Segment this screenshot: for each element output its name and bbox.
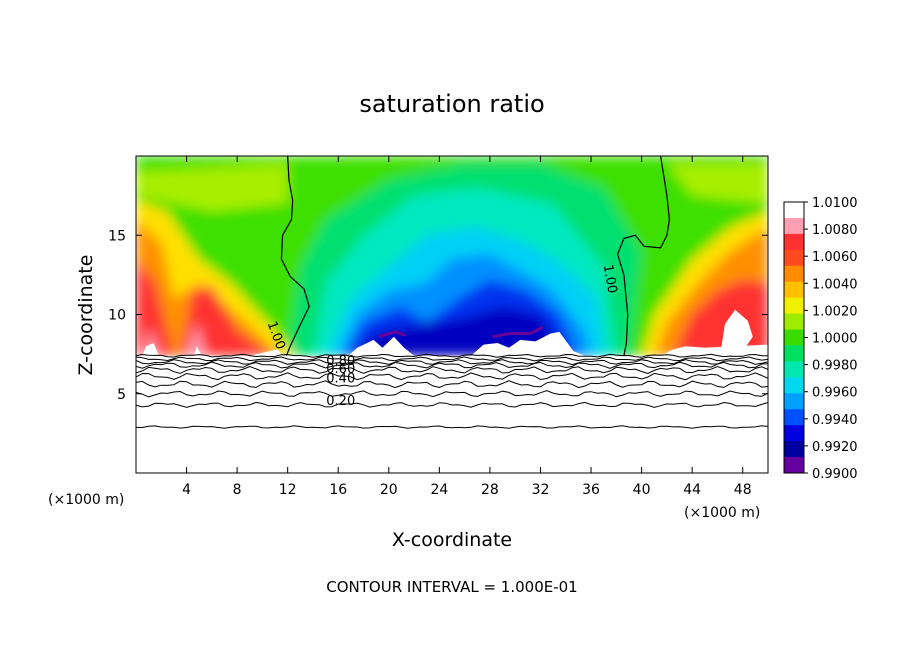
saturated-patch	[142, 343, 159, 356]
subsaturated-region	[136, 355, 768, 473]
x-tick-label: 20	[380, 482, 398, 498]
contour-line	[136, 359, 768, 366]
x-tick-label: 40	[633, 482, 651, 498]
x-tick-label: 4	[182, 482, 191, 498]
x-tick-label: 8	[233, 482, 242, 498]
contour-line	[136, 356, 768, 362]
contour-label: 0.80	[326, 354, 355, 369]
field-region	[666, 163, 768, 204]
colorbar-labels: 1.0100 1.0080 1.0060 1.0040 1.0020 1.0000 0.99…	[804, 196, 858, 482]
colorbar-swatch	[784, 345, 804, 362]
saturation-field	[136, 156, 768, 473]
x-tick-label: 44	[683, 482, 701, 498]
field-edges	[142, 309, 768, 356]
field-region	[136, 219, 282, 356]
colorbar-label: 0.9980	[812, 359, 858, 374]
x-tick-label: 36	[582, 482, 600, 498]
colorbar-label: 0.9960	[812, 386, 858, 401]
colorbar-swatch	[784, 202, 804, 219]
colorbar-label: 1.0060	[812, 250, 858, 265]
saturated-patch	[194, 346, 202, 356]
x-axis-label: X-coordinate	[392, 529, 512, 551]
field-blend	[136, 156, 768, 356]
colorbar-label: 1.0080	[812, 223, 858, 238]
saturated-patch	[660, 344, 768, 356]
x-axis-ticks: 4 8 12 16 20 24 28 32 36 40 44 48	[182, 156, 752, 498]
colorbar-swatch	[784, 393, 804, 410]
field-region	[136, 163, 288, 212]
contour-label: 0.40	[326, 372, 355, 387]
colorbar-label: 1.0040	[812, 277, 858, 292]
x-unit-left: (×1000 m)	[48, 492, 124, 508]
y-tick-label: 10	[108, 308, 126, 324]
colorbar	[783, 201, 805, 474]
x-tick-label: 24	[430, 482, 448, 498]
colorbar-swatch	[784, 297, 804, 315]
contour-line	[136, 401, 768, 408]
contour-lines	[136, 156, 768, 429]
colorbar-swatch	[784, 425, 804, 442]
contour-line	[136, 425, 768, 429]
contour-line	[136, 372, 768, 381]
field-region	[350, 306, 566, 356]
colorbar-swatch	[784, 265, 804, 283]
contour-label: 0.60	[326, 362, 355, 377]
colorbar-label: 0.9900	[812, 467, 858, 482]
chart-title: saturation ratio	[359, 90, 544, 118]
saturated-patch	[348, 336, 415, 356]
colorbar-label: 0.9940	[812, 413, 858, 428]
colorbar-swatch	[784, 457, 804, 474]
contour-label: 1.00	[600, 263, 620, 294]
y-tick-label: 5	[117, 387, 126, 403]
x-tick-label: 28	[481, 482, 499, 498]
x-tick-label: 48	[734, 482, 752, 498]
contour-labels: 1.001.000.800.600.400.20	[264, 263, 620, 408]
x-tick-label: 12	[279, 482, 297, 498]
field-region	[186, 322, 206, 356]
colorbar-label: 0.9920	[812, 440, 858, 455]
x-unit-right: (×1000 m)	[684, 505, 760, 521]
x-tick-label: 32	[532, 482, 550, 498]
colorbar-swatch	[784, 233, 804, 251]
saturated-patch	[720, 309, 753, 356]
contour-interval-note: CONTOUR INTERVAL = 1.000E-01	[326, 578, 577, 596]
contour-line	[136, 365, 768, 375]
colorbar-swatch	[784, 313, 804, 331]
minimum-patch	[492, 325, 544, 339]
field-region	[136, 259, 174, 356]
x-tick-label: 16	[329, 482, 347, 498]
colorbar-label: 1.0020	[812, 304, 858, 319]
colorbar-swatch	[784, 409, 804, 426]
colorbar-label: 1.0100	[812, 196, 858, 211]
contour-label: 0.20	[326, 394, 355, 409]
saturated-patch	[249, 349, 283, 356]
contour-line	[136, 361, 768, 369]
contour-line-unity	[616, 156, 671, 356]
colorbar-swatch	[784, 249, 804, 267]
contour-line-unity	[280, 156, 310, 356]
colorbar-swatch	[784, 441, 804, 458]
contour-line	[136, 380, 768, 389]
colorbar-swatch	[784, 217, 804, 235]
y-axis-ticks: 5 10 15	[108, 228, 768, 403]
colorbar-swatch	[784, 329, 804, 346]
contour-line	[136, 353, 768, 358]
contour-line	[136, 390, 768, 398]
colorbar-swatch	[784, 361, 804, 378]
colorbar-swatch	[784, 377, 804, 394]
minimum-patch	[378, 330, 406, 339]
saturated-patch	[471, 331, 585, 356]
colorbar-label: 1.0000	[812, 332, 858, 347]
colorbar-swatch	[784, 281, 804, 299]
y-axis-label: Z-coordinate	[75, 255, 97, 376]
y-tick-label: 15	[108, 228, 126, 244]
field-region	[180, 286, 275, 356]
